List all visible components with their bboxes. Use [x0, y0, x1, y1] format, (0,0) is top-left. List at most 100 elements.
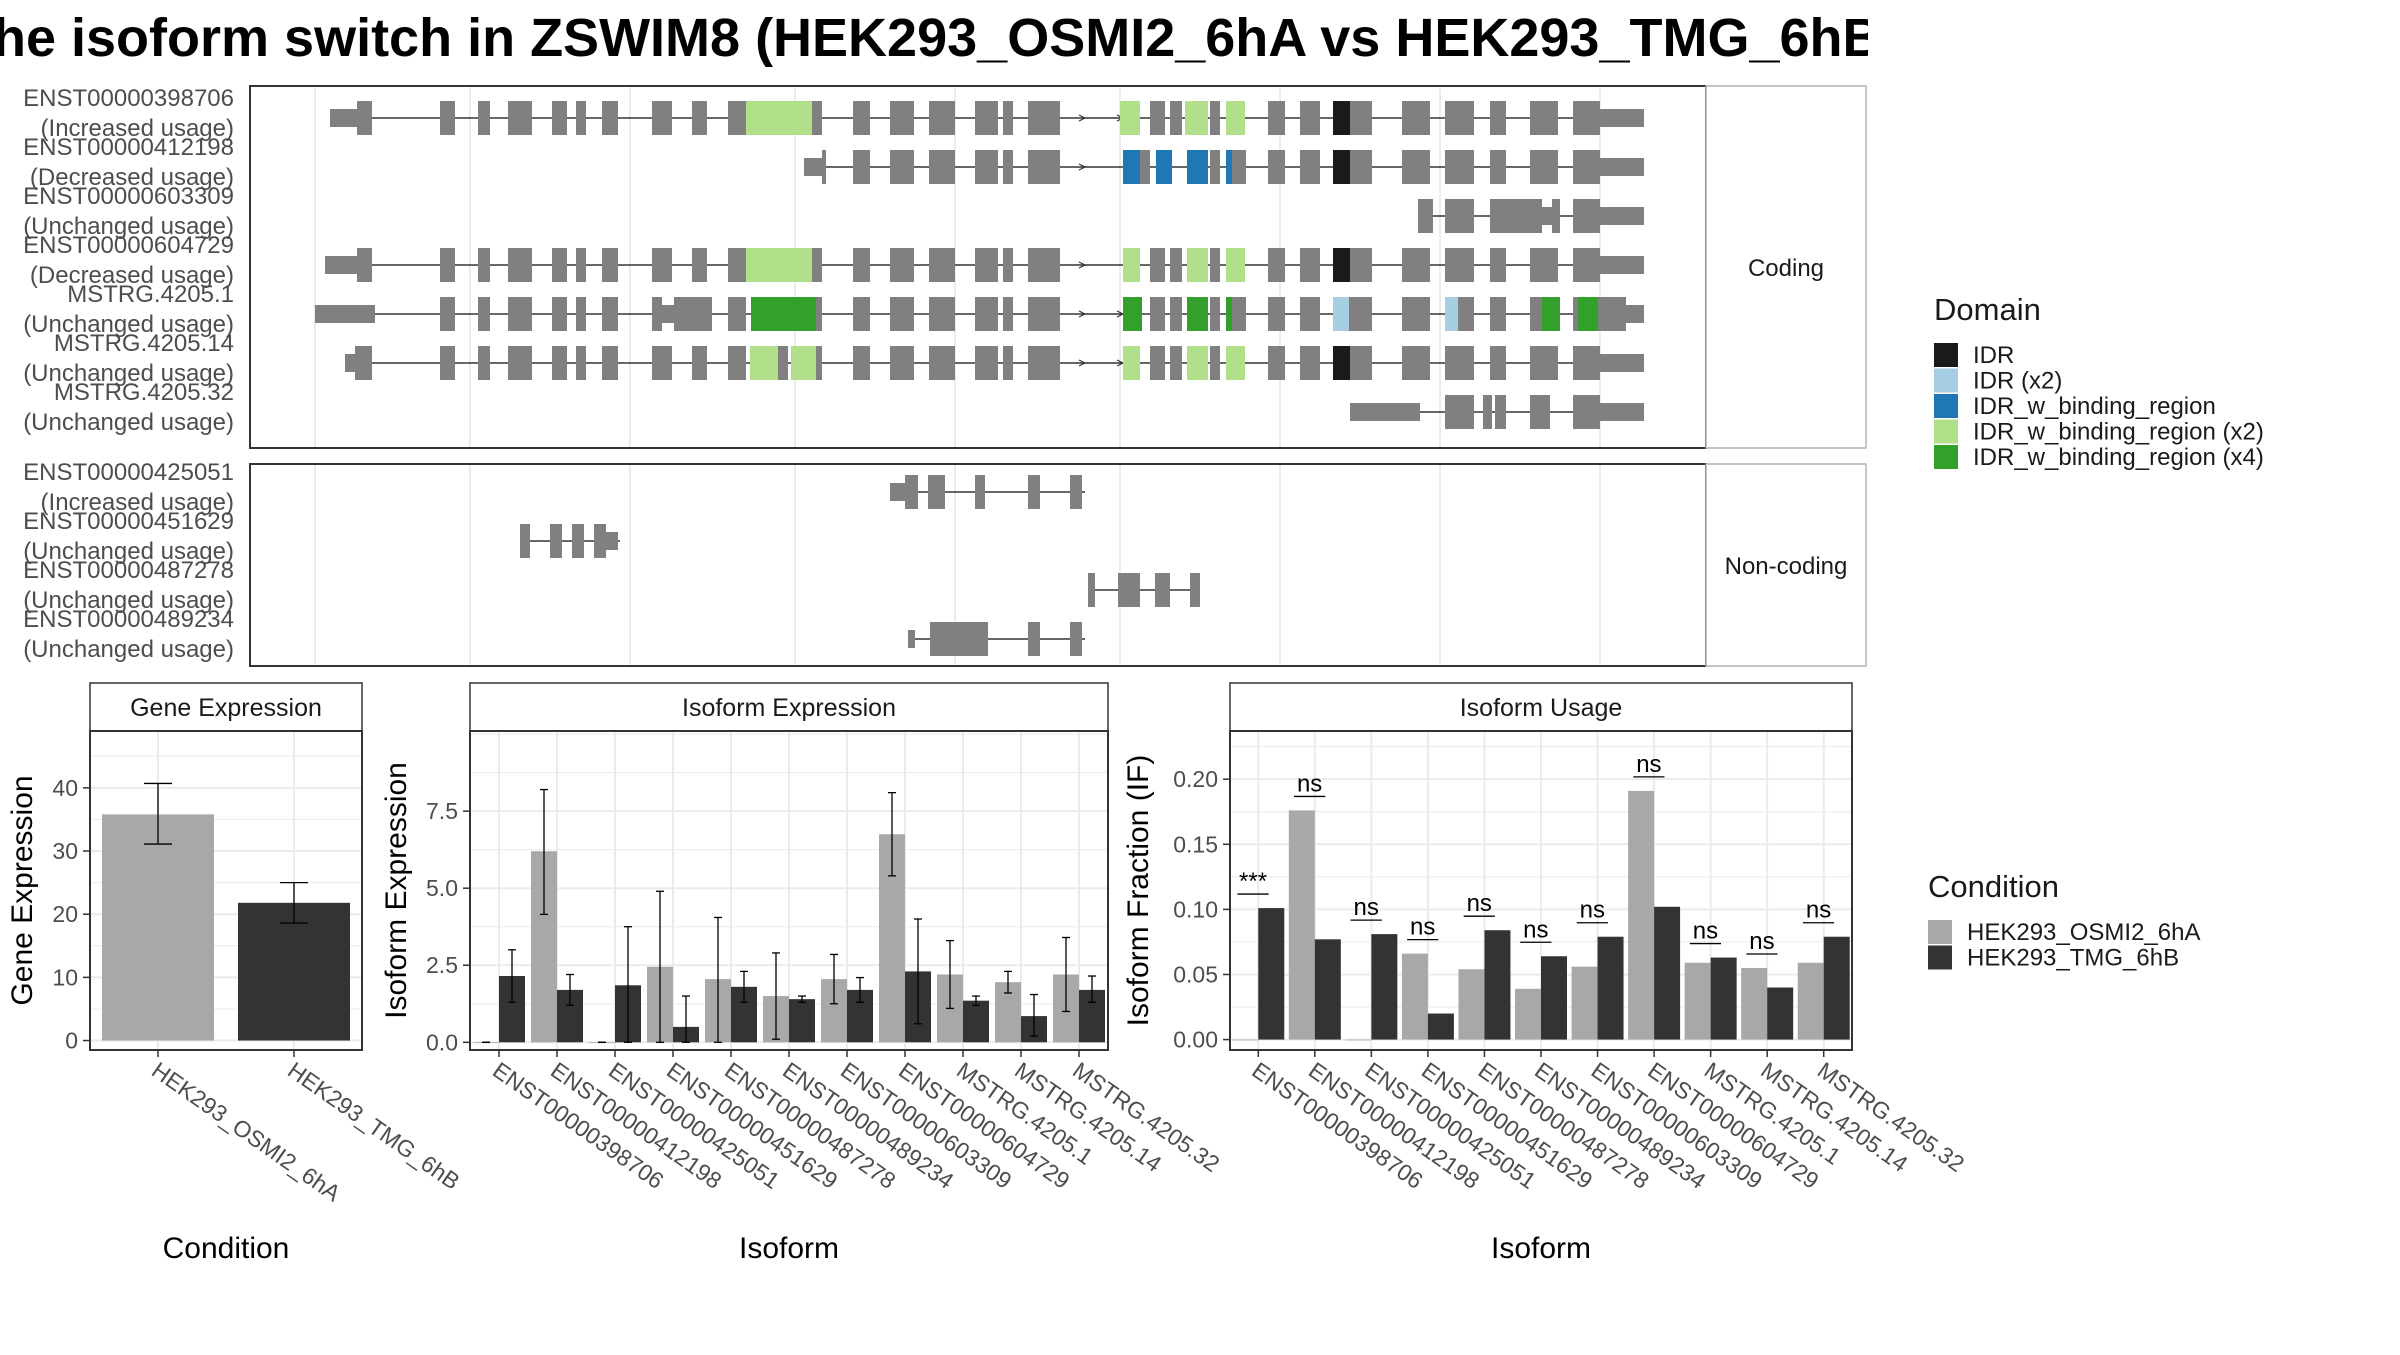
legend-swatch: [1934, 343, 1958, 367]
exon: [1268, 101, 1285, 135]
exon: [853, 346, 870, 380]
significance-label: ns: [1523, 916, 1548, 943]
exon: [905, 475, 918, 509]
domain-exon: [1226, 297, 1232, 331]
exon: [602, 346, 618, 380]
isoform-name-label: ENST00000489234: [23, 606, 234, 633]
exon: [1300, 297, 1320, 331]
strand-arrow: [1078, 114, 1087, 122]
y-tick-label: 0.0: [426, 1029, 458, 1055]
exon: [1003, 248, 1013, 282]
exon: [975, 297, 998, 331]
exon: [1170, 101, 1182, 135]
exon: [1626, 305, 1644, 323]
legend-swatch: [1934, 445, 1958, 469]
exon: [1028, 297, 1060, 331]
exon: [330, 109, 357, 127]
domain-exon: [1156, 150, 1172, 184]
error-bar: [740, 970, 748, 1003]
error-bar: [280, 881, 308, 924]
exon: [440, 297, 455, 331]
strand-arrow: [1078, 261, 1087, 269]
exon: [1490, 150, 1506, 184]
exon: [700, 297, 712, 331]
domain-exon: [1333, 150, 1350, 184]
plot-border: [89, 730, 363, 1051]
exon: [1300, 150, 1320, 184]
isoform-status-label: (Unchanged usage): [23, 538, 234, 565]
exon: [1445, 346, 1474, 380]
exon: [1350, 150, 1372, 184]
domain-exon: [746, 248, 812, 282]
exon: [440, 346, 455, 380]
exon: [1140, 150, 1150, 184]
x-axis-title: Isoform: [739, 1232, 839, 1265]
exon: [520, 524, 530, 558]
exon: [728, 101, 746, 135]
exon: [1028, 248, 1060, 282]
isoform-name-label: MSTRG.4205.32: [54, 379, 234, 406]
transcript-track: [330, 101, 1644, 135]
exon: [929, 150, 955, 184]
isoform-status-label: (Decreased usage): [30, 262, 234, 289]
error-bar: [914, 918, 922, 1025]
isoform-status-label: (Increased usage): [41, 489, 234, 516]
domain-exon: [1578, 297, 1586, 331]
bar: [1288, 810, 1315, 1040]
y-tick-label: 0.15: [1173, 831, 1218, 857]
exon: [576, 346, 586, 380]
exon: [1210, 346, 1220, 380]
error-bar: [946, 939, 954, 1010]
domain-exon: [1123, 297, 1142, 331]
error-bar: [566, 973, 574, 1006]
exon: [1402, 248, 1430, 282]
exon: [576, 101, 586, 135]
error-bar: [1062, 936, 1070, 1013]
exon: [550, 524, 562, 558]
exon: [1300, 101, 1320, 135]
exon: [1445, 248, 1474, 282]
exon: [508, 346, 532, 380]
isoform-name-label: MSTRG.4205.1: [67, 281, 234, 308]
legend-label: IDR_w_binding_region (x4): [1973, 444, 2264, 471]
exon: [778, 346, 788, 380]
exon: [1190, 573, 1200, 607]
exon: [1490, 101, 1506, 135]
domain-exon: [750, 346, 778, 380]
facet-label: Coding: [1748, 255, 1824, 282]
domain-exon: [1226, 346, 1245, 380]
exon: [930, 622, 965, 656]
non-coding-structure-panel: Non-coding ENST00000425051 (Increased usag…: [23, 459, 1867, 667]
exon: [1495, 395, 1506, 429]
chart-title: Isoform Expression: [682, 694, 896, 722]
exon: [692, 346, 707, 380]
domain-exon: [1185, 101, 1208, 135]
isoform-status-label: (Decreased usage): [30, 164, 234, 191]
exon: [1070, 475, 1082, 509]
y-axis-title: Isoform Fraction (IF): [1122, 755, 1155, 1027]
exon: [975, 346, 998, 380]
exon: [1600, 207, 1644, 225]
domain-exon: [1333, 297, 1349, 331]
bar: [102, 814, 214, 1041]
exon: [1232, 297, 1246, 331]
significance-label: ns: [1467, 890, 1492, 917]
exon: [728, 346, 746, 380]
error-bar: [540, 788, 548, 916]
y-tick-label: 0.00: [1173, 1027, 1218, 1053]
transcript-track: [520, 524, 620, 558]
exon: [1118, 573, 1140, 607]
exon: [1350, 403, 1420, 421]
exon: [1490, 248, 1506, 282]
exon: [1003, 297, 1013, 331]
exon: [1573, 346, 1600, 380]
exon: [1483, 395, 1492, 429]
exon: [1445, 101, 1474, 135]
significance-label: ns: [1297, 770, 1322, 797]
exon: [478, 248, 490, 282]
domain-exon: [1226, 150, 1232, 184]
exon: [1028, 622, 1040, 656]
exon: [1402, 297, 1430, 331]
domain-exon: [751, 297, 816, 331]
